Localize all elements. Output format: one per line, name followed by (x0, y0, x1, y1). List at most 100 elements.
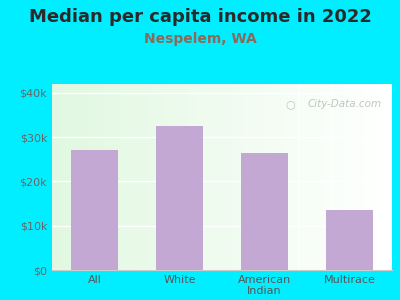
Bar (66, 84, 67, 270)
Bar (230, 84, 232, 270)
Bar (156, 84, 157, 270)
Bar (81, 84, 83, 270)
Bar (159, 84, 161, 270)
Bar (283, 84, 285, 270)
Bar (362, 84, 363, 270)
Bar (59, 84, 60, 270)
Bar (350, 84, 351, 270)
Bar (331, 84, 332, 270)
Bar (150, 84, 152, 270)
Bar (139, 84, 140, 270)
Bar (98, 84, 100, 270)
Bar (112, 84, 113, 270)
Bar (69, 84, 71, 270)
Bar (275, 84, 276, 270)
Bar (96, 84, 98, 270)
Bar (380, 84, 382, 270)
Bar (263, 84, 264, 270)
Bar (321, 84, 322, 270)
Bar (341, 84, 343, 270)
Bar (94, 84, 96, 270)
Bar (118, 84, 120, 270)
Bar (373, 84, 375, 270)
Bar (67, 84, 69, 270)
Bar (319, 84, 320, 270)
Bar (214, 84, 215, 270)
Bar (259, 84, 261, 270)
Bar (339, 84, 341, 270)
Bar (202, 84, 203, 270)
Bar (188, 84, 190, 270)
Bar (72, 84, 74, 270)
Bar (200, 84, 202, 270)
Bar (205, 84, 207, 270)
Bar (168, 84, 169, 270)
Bar (191, 84, 193, 270)
Bar (132, 84, 134, 270)
Bar (360, 84, 362, 270)
Bar (127, 84, 128, 270)
Bar (244, 84, 246, 270)
Bar (178, 84, 180, 270)
Bar (363, 84, 365, 270)
Bar (176, 84, 178, 270)
Bar (382, 84, 384, 270)
Bar (254, 84, 256, 270)
Bar (215, 84, 217, 270)
Bar (203, 84, 205, 270)
Bar (198, 84, 200, 270)
Bar (266, 84, 268, 270)
Bar (134, 84, 135, 270)
Bar (174, 84, 176, 270)
Bar (74, 84, 76, 270)
Bar (292, 84, 293, 270)
Bar (351, 84, 353, 270)
Bar (348, 84, 350, 270)
Bar (156, 126, 203, 270)
Bar (185, 84, 186, 270)
Bar (249, 84, 251, 270)
Bar (147, 84, 149, 270)
Bar (237, 84, 239, 270)
Bar (82, 84, 84, 270)
Bar (268, 84, 270, 270)
Bar (212, 84, 214, 270)
Bar (329, 84, 331, 270)
Bar (64, 84, 66, 270)
Bar (113, 84, 115, 270)
Bar (278, 84, 280, 270)
Bar (71, 84, 72, 270)
Bar (241, 84, 242, 270)
Bar (338, 84, 339, 270)
Bar (280, 84, 282, 270)
Bar (366, 84, 368, 270)
Bar (246, 84, 248, 270)
Bar (207, 84, 208, 270)
Bar (130, 84, 132, 270)
Bar (344, 84, 346, 270)
Bar (62, 84, 64, 270)
Bar (300, 84, 302, 270)
Bar (242, 84, 244, 270)
Bar (105, 84, 106, 270)
Bar (390, 84, 392, 270)
Bar (346, 84, 348, 270)
Bar (140, 84, 142, 270)
Bar (90, 84, 91, 270)
Bar (271, 84, 273, 270)
Bar (101, 84, 103, 270)
Bar (356, 84, 358, 270)
Bar (312, 84, 314, 270)
Bar (54, 84, 55, 270)
Bar (324, 84, 326, 270)
Bar (135, 84, 137, 270)
Bar (137, 84, 139, 270)
Bar (229, 84, 230, 270)
Bar (258, 84, 259, 270)
Bar (210, 84, 212, 270)
Bar (387, 84, 388, 270)
Bar (108, 84, 110, 270)
Bar (76, 84, 78, 270)
Bar (164, 84, 166, 270)
Bar (154, 84, 156, 270)
